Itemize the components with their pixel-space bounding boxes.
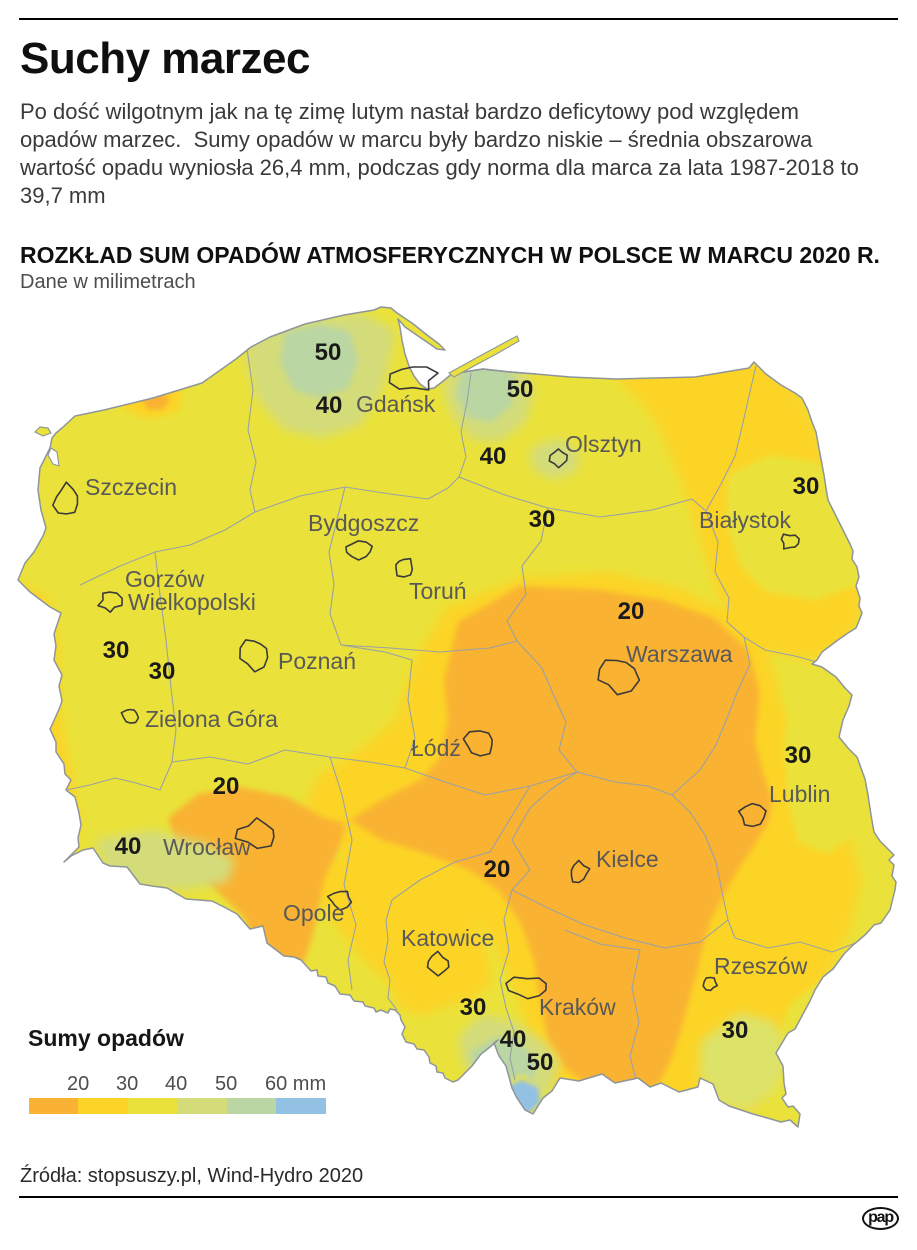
svg-text:Białystok: Białystok — [699, 507, 792, 533]
svg-text:Kraków: Kraków — [539, 994, 616, 1020]
svg-text:50: 50 — [527, 1049, 554, 1076]
svg-text:20: 20 — [213, 773, 240, 800]
svg-text:Rzeszów: Rzeszów — [714, 953, 808, 979]
svg-text:50: 50 — [315, 339, 342, 366]
svg-text:40: 40 — [500, 1026, 527, 1053]
svg-text:40: 40 — [316, 392, 343, 419]
svg-text:30: 30 — [793, 473, 820, 500]
svg-text:Szczecin: Szczecin — [85, 474, 177, 500]
svg-text:30: 30 — [785, 742, 812, 769]
svg-text:Gdańsk: Gdańsk — [356, 391, 436, 417]
svg-text:Lublin: Lublin — [769, 781, 830, 807]
svg-text:20: 20 — [484, 856, 511, 883]
svg-text:20: 20 — [618, 598, 645, 625]
svg-text:Zielona Góra: Zielona Góra — [145, 706, 278, 732]
svg-text:50: 50 — [507, 376, 534, 403]
svg-text:Wielkopolski: Wielkopolski — [128, 589, 256, 615]
svg-text:Poznań: Poznań — [278, 648, 356, 674]
svg-text:Olsztyn: Olsztyn — [565, 431, 642, 457]
svg-text:30: 30 — [103, 637, 130, 664]
svg-text:30: 30 — [460, 994, 487, 1021]
svg-text:Bydgoszcz: Bydgoszcz — [308, 510, 419, 536]
svg-text:Łódź: Łódź — [411, 735, 461, 761]
svg-text:30: 30 — [722, 1017, 749, 1044]
svg-text:30: 30 — [149, 658, 176, 685]
svg-text:30: 30 — [529, 506, 556, 533]
svg-text:Gorzów: Gorzów — [125, 566, 205, 592]
svg-text:Toruń: Toruń — [409, 578, 467, 604]
svg-text:Katowice: Katowice — [401, 925, 494, 951]
svg-text:40: 40 — [480, 443, 507, 470]
svg-text:Kielce: Kielce — [596, 846, 659, 872]
svg-text:40: 40 — [115, 833, 142, 860]
svg-text:Opole: Opole — [283, 900, 344, 926]
svg-text:Warszawa: Warszawa — [626, 641, 733, 667]
svg-text:Wrocław: Wrocław — [163, 834, 251, 860]
